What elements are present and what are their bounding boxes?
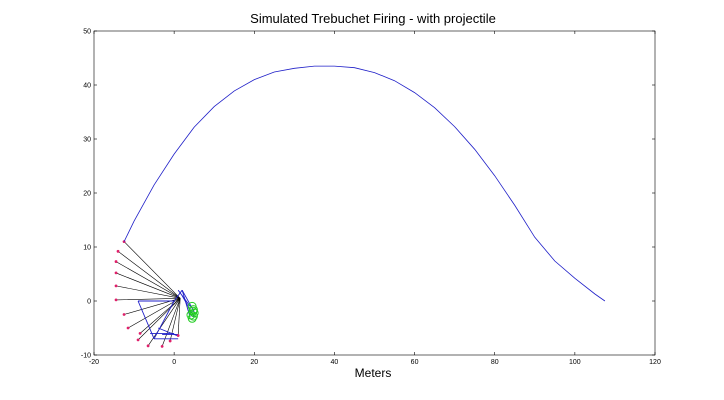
- trebuchet-frame: [173, 289, 183, 302]
- y-tick-label: -10: [81, 353, 91, 360]
- sling-marker: [122, 240, 126, 244]
- throwing-arm: [137, 298, 181, 341]
- trajectory-line: [123, 65, 606, 302]
- sling-marker: [114, 284, 118, 288]
- x-axis-label: Meters: [355, 366, 392, 380]
- sling-marker: [176, 334, 180, 337]
- sling-marker: [160, 344, 164, 348]
- trebuchet-frame: [181, 289, 195, 313]
- y-tick-label: 50: [83, 29, 91, 36]
- throwing-arm: [127, 298, 181, 329]
- x-tick-label: 100: [569, 359, 581, 366]
- trebuchet-frame: [153, 300, 175, 340]
- sling-marker: [146, 344, 150, 348]
- x-tick-label: 60: [411, 359, 419, 366]
- counterweight: [188, 306, 198, 316]
- sling-marker: [126, 326, 130, 330]
- x-tick-label: 0: [172, 359, 176, 366]
- x-tick-label: 120: [649, 359, 661, 366]
- y-tick-label: 20: [83, 191, 91, 198]
- sling-marker: [114, 298, 118, 302]
- throwing-arm: [177, 298, 181, 336]
- x-tick-label: 40: [331, 359, 339, 366]
- throwing-arm: [117, 251, 181, 299]
- throwing-arm: [115, 261, 181, 299]
- x-tick-label: -20: [89, 359, 99, 366]
- throwing-arm: [115, 285, 181, 299]
- y-tick-label: 10: [83, 245, 91, 252]
- throwing-arm: [139, 298, 181, 334]
- trebuchet-drawing: [114, 240, 199, 348]
- throwing-arm: [116, 298, 181, 301]
- x-tick-label: 80: [491, 359, 499, 366]
- sling-marker: [138, 332, 142, 335]
- sling-marker: [114, 271, 118, 275]
- y-tick-label: 40: [83, 83, 91, 90]
- sling-marker: [116, 249, 120, 253]
- trajectory-layer: [123, 65, 606, 302]
- trebuchet-frame: [137, 300, 155, 339]
- sling-marker: [122, 313, 126, 316]
- x-tick-label: 20: [250, 359, 258, 366]
- sling-marker: [168, 339, 172, 343]
- chart-title: Simulated Trebuchet Firing - with projec…: [250, 11, 496, 26]
- trebuchet-frame: [157, 327, 179, 337]
- trebuchet-frame: [177, 289, 191, 307]
- y-tick-label: 0: [87, 299, 91, 306]
- y-tick-label: 30: [83, 137, 91, 144]
- throwing-arm: [123, 241, 181, 299]
- sling-marker: [136, 338, 140, 342]
- sling-marker: [114, 260, 118, 263]
- axes-ticks: -20 0 20 40 60 80 100 120 -10 0 10 20 30 40 50: [81, 29, 661, 367]
- throwing-arm: [115, 272, 181, 299]
